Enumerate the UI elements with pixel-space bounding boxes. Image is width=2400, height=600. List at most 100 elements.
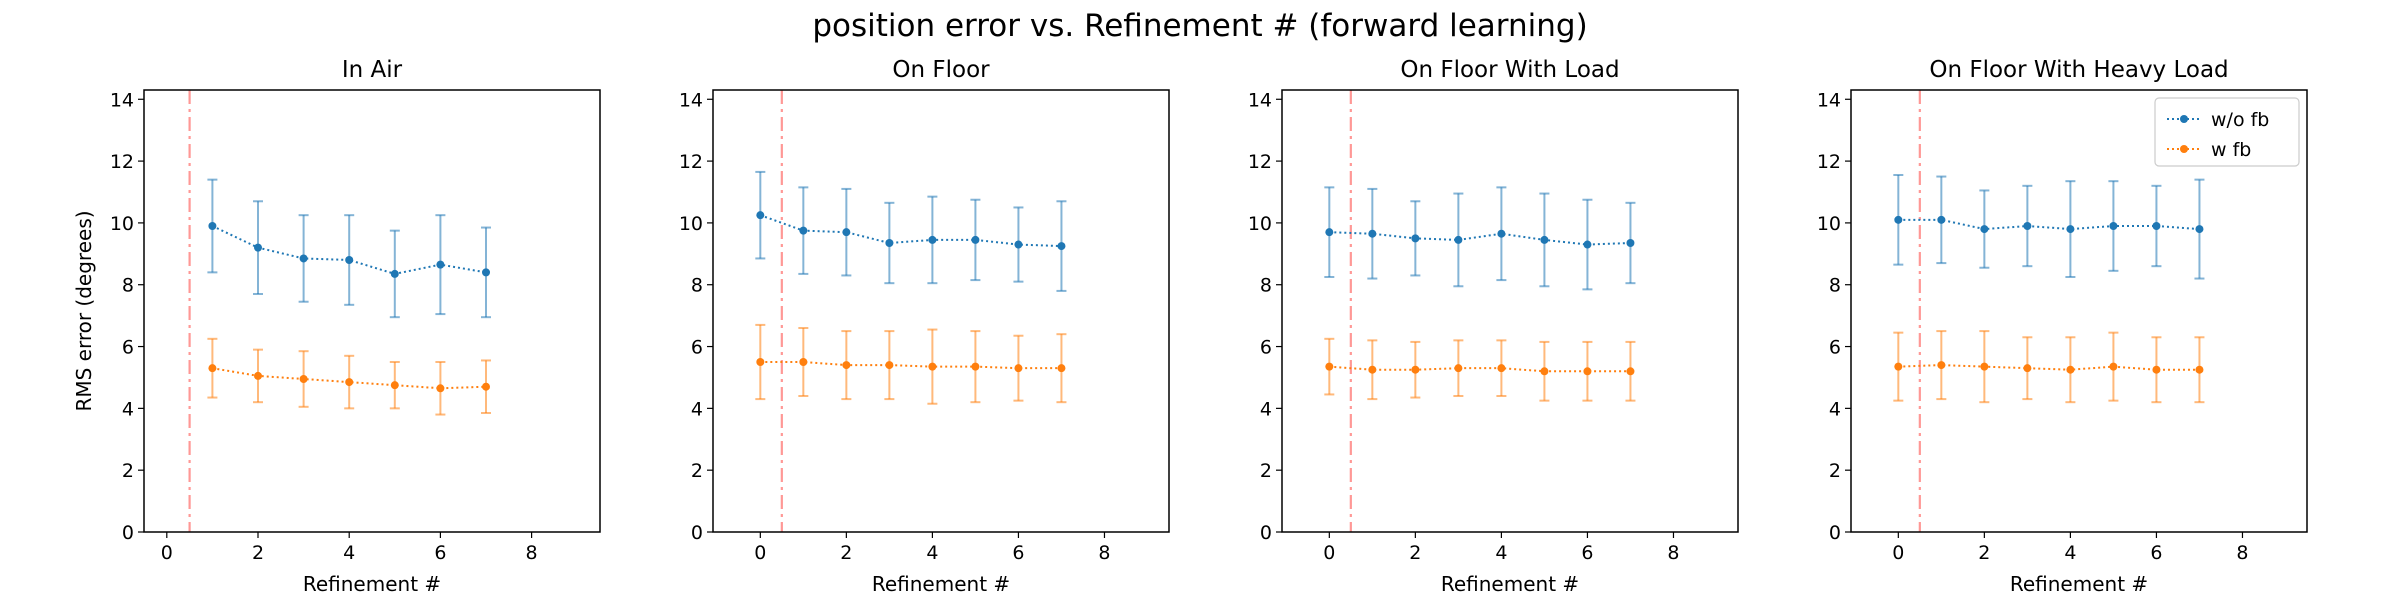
data-point xyxy=(1937,361,1946,370)
data-point xyxy=(1583,367,1592,376)
data-point xyxy=(1454,235,1463,244)
x-tick-label: 2 xyxy=(1978,542,1990,564)
data-point xyxy=(2066,225,2075,234)
series-w-fb xyxy=(755,323,1067,405)
data-point xyxy=(1325,228,1334,237)
y-tick-label: 0 xyxy=(1260,522,1272,544)
subplots: 0 2 4 6 8 0 2 4 6 8 10 12 14 In Air Refinement # RMS er… xyxy=(72,57,2308,596)
subplot-title: On Floor With Heavy Load xyxy=(1929,57,2228,83)
subplot-3: 0 2 4 6 8 0 2 4 6 8 10 12 14 On Floor With Load Refine… xyxy=(1248,57,1739,596)
y-tick-label: 2 xyxy=(122,460,134,482)
data-point xyxy=(1411,365,1420,374)
x-tick-label: 4 xyxy=(343,542,355,564)
data-point xyxy=(971,235,980,244)
data-point xyxy=(928,362,937,371)
data-point xyxy=(1014,364,1023,373)
data-point xyxy=(842,228,851,237)
data-point xyxy=(2023,364,2032,373)
data-point xyxy=(1014,240,1023,249)
data-point xyxy=(2109,362,2118,371)
x-tick-label: 2 xyxy=(1409,542,1421,564)
data-point xyxy=(1540,235,1549,244)
data-point xyxy=(2152,222,2161,230)
y-tick-label: 6 xyxy=(1829,337,1841,359)
y-tick-label: 14 xyxy=(1248,89,1272,111)
data-point xyxy=(299,375,308,383)
data-point xyxy=(885,239,894,247)
data-point xyxy=(254,243,262,252)
data-point xyxy=(2152,365,2161,374)
x-tick-label: 8 xyxy=(2236,542,2248,564)
x-tick-label: 8 xyxy=(1098,542,1110,564)
legend-marker xyxy=(2180,145,2188,153)
data-point xyxy=(345,378,354,387)
y-tick-label: 12 xyxy=(1817,151,1841,173)
series-line xyxy=(1329,231,1631,246)
axes-frame xyxy=(1850,89,2308,533)
x-tick-label: 4 xyxy=(1495,542,1507,564)
y-tick-label: 12 xyxy=(679,151,703,173)
x-axis-label: Refinement # xyxy=(872,572,1010,596)
data-point xyxy=(885,361,894,370)
data-point xyxy=(1894,362,1903,371)
subplot-2: 0 2 4 6 8 0 2 4 6 8 10 12 14 On Floor Refinement # xyxy=(679,57,1170,596)
y-tick-label: 8 xyxy=(122,275,134,297)
y-tick-label: 6 xyxy=(122,337,134,359)
x-axis-label: Refinement # xyxy=(1441,572,1579,596)
data-point xyxy=(1980,225,1989,234)
data-point xyxy=(1368,229,1377,238)
x-axis-label: Refinement # xyxy=(2010,572,2148,596)
data-point xyxy=(928,235,937,244)
data-point xyxy=(299,254,308,263)
x-tick-label: 6 xyxy=(1581,542,1593,564)
subplot-title: In Air xyxy=(342,57,403,83)
data-point xyxy=(2109,222,2118,230)
y-tick-label: 2 xyxy=(691,460,703,482)
data-point xyxy=(1497,229,1506,238)
figure-title: position error vs. Refinement # (forward… xyxy=(812,8,1587,44)
x-tick-label: 6 xyxy=(1012,542,1024,564)
series-line xyxy=(1329,365,1631,373)
legend-label: w/o fb xyxy=(2211,109,2269,131)
x-tick-label: 0 xyxy=(1323,542,1335,564)
data-point xyxy=(842,361,851,370)
data-point xyxy=(1894,215,1903,224)
y-tick-label: 2 xyxy=(1829,460,1841,482)
y-tick-label: 2 xyxy=(1260,460,1272,482)
data-point xyxy=(208,222,217,230)
data-point xyxy=(2195,225,2204,234)
x-tick-label: 6 xyxy=(2150,542,2162,564)
data-point xyxy=(1937,215,1946,224)
x-tick-label: 8 xyxy=(526,542,538,564)
data-point xyxy=(1411,234,1420,243)
data-point xyxy=(2023,222,2032,230)
series-wo-fb xyxy=(755,170,1067,292)
data-point xyxy=(436,384,445,393)
data-point xyxy=(482,382,490,391)
data-point xyxy=(799,358,808,366)
legend-item-w-fb: w fb xyxy=(2167,139,2251,161)
series-wo-fb xyxy=(207,178,491,319)
data-point xyxy=(1980,362,1989,371)
data-point xyxy=(756,211,765,220)
data-point xyxy=(1368,365,1377,374)
x-tick-label: 4 xyxy=(2064,542,2076,564)
y-tick-label: 10 xyxy=(679,213,703,235)
data-point xyxy=(971,362,980,371)
data-point xyxy=(345,256,354,264)
x-axis-label: Refinement # xyxy=(303,572,441,596)
data-point xyxy=(1325,362,1334,371)
subplot-title: On Floor xyxy=(892,57,990,83)
y-tick-label: 8 xyxy=(1829,275,1841,297)
data-point xyxy=(1497,364,1506,373)
subplot-4: 0 2 4 6 8 0 2 4 6 8 10 12 14 On Floor With Heavy Load… xyxy=(1817,57,2308,596)
legend-item-wo-fb: w/o fb xyxy=(2167,109,2269,131)
legend-frame xyxy=(2154,97,2300,167)
y-tick-label: 4 xyxy=(1829,398,1841,420)
y-tick-label: 8 xyxy=(691,275,703,297)
x-tick-label: 4 xyxy=(926,542,938,564)
y-tick-label: 8 xyxy=(1260,275,1272,297)
series-line xyxy=(759,214,1062,248)
y-axis-label: RMS error (degrees) xyxy=(72,210,96,411)
series-line xyxy=(1898,218,2200,231)
